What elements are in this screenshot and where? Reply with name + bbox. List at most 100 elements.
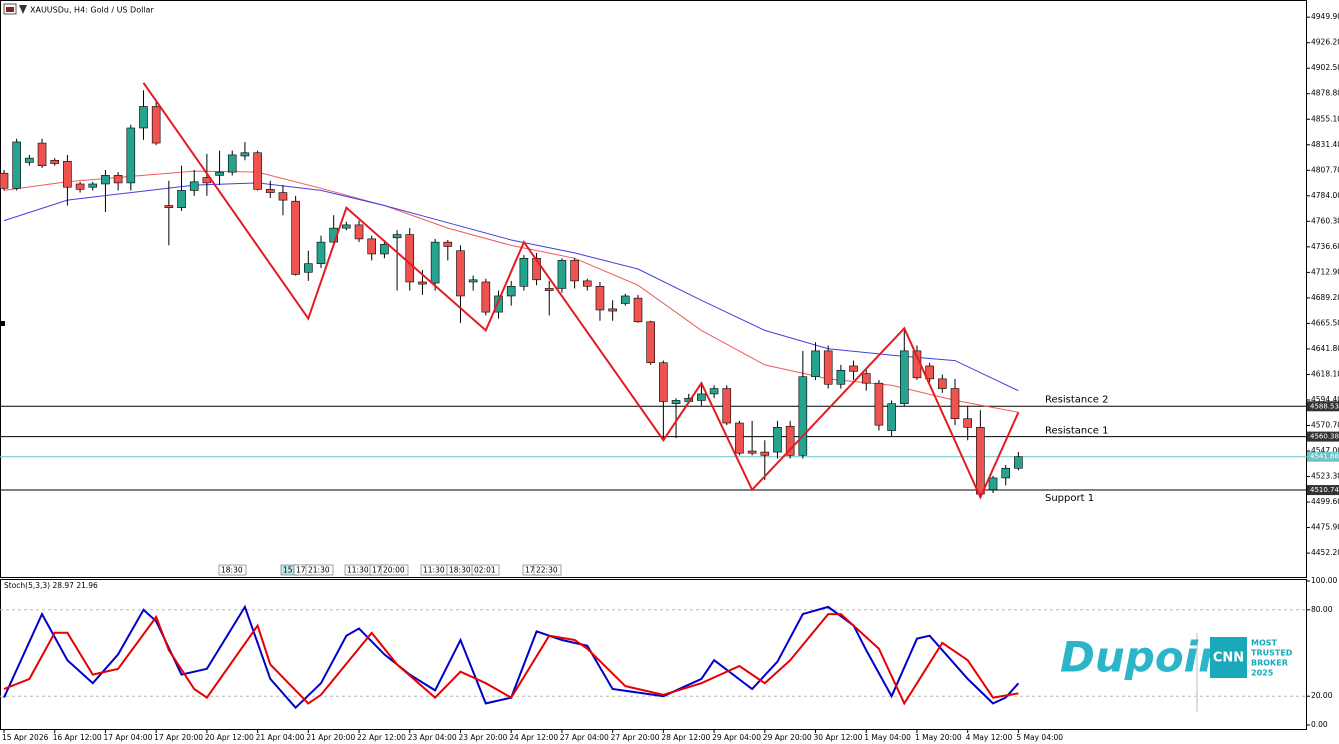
candle-body — [63, 161, 72, 188]
candle-body — [1001, 467, 1011, 479]
candle-body — [633, 297, 643, 323]
time-mark: 02:01 — [474, 566, 496, 575]
time-mark: 21:30 — [308, 566, 330, 575]
x-tick-label: 17 Apr 04:00 — [103, 733, 152, 742]
x-tick-label: 4 May 12:00 — [966, 733, 1013, 742]
candle-body — [899, 350, 909, 404]
chart-title: XAUUSDu, H4: Gold / US Dollar — [30, 6, 154, 15]
candle-body — [164, 205, 174, 208]
candle-body — [823, 350, 833, 385]
y-tick-label: 4831.40 — [1311, 140, 1339, 149]
current-price-label: 4541.68 — [1310, 453, 1339, 461]
y-tick-label: 20.00 — [1311, 691, 1333, 700]
y-tick-label: 4475.90 — [1311, 523, 1339, 532]
candle-body — [278, 192, 288, 201]
time-mark: 11:30 — [347, 566, 369, 575]
x-tick-label: 24 Apr 12:00 — [509, 733, 558, 742]
candle-body — [189, 181, 199, 191]
y-tick-label: 4570.70 — [1311, 420, 1339, 429]
candle-body — [177, 190, 186, 208]
y-tick-label: 4736.60 — [1311, 242, 1339, 251]
candle-body — [621, 295, 630, 304]
y-tick-label: 4618.10 — [1311, 369, 1339, 378]
candle-body — [671, 400, 681, 404]
candle-body — [861, 373, 871, 384]
candle-body — [37, 142, 47, 166]
y-tick-label: 4902.50 — [1311, 63, 1339, 72]
logo-text: 2025 — [1251, 669, 1274, 678]
candle-body — [506, 285, 516, 297]
y-tick-label: 4712.90 — [1311, 267, 1339, 276]
x-tick-label: 29 Apr 20:00 — [763, 733, 812, 742]
time-mark-box — [471, 564, 500, 576]
time-mark-box — [305, 564, 334, 576]
candle-body — [151, 106, 161, 144]
candle-body — [253, 152, 262, 190]
candle-body — [785, 425, 795, 456]
level-name: Resistance 1 — [1045, 426, 1108, 437]
time-mark: 11:30 — [423, 566, 445, 575]
x-tick-label: 27 Apr 04:00 — [560, 733, 609, 742]
time-mark-box — [533, 564, 562, 576]
time-mark: 22:30 — [536, 566, 558, 575]
x-tick-label: 15 Apr 2026 — [2, 733, 49, 742]
candle-body — [354, 224, 364, 240]
candle-body — [405, 234, 415, 283]
x-tick-label: 16 Apr 12:00 — [53, 733, 102, 742]
candle-body — [988, 477, 998, 491]
candle-body — [50, 159, 60, 164]
candle-body — [773, 427, 782, 453]
candle-body — [544, 288, 554, 291]
candle-body — [392, 234, 402, 239]
x-tick-label: 1 May 04:00 — [864, 733, 911, 742]
candle-body — [1014, 456, 1023, 469]
y-tick-label: 4547.00 — [1311, 446, 1339, 455]
candle-body — [430, 241, 440, 284]
x-tick-label: 30 Apr 12:00 — [814, 733, 863, 742]
y-tick-label: 4878.80 — [1311, 89, 1339, 98]
candle-body — [101, 175, 110, 185]
x-tick-label: 17 Apr 20:00 — [154, 733, 203, 742]
candle-body — [570, 260, 579, 282]
indicator-title: Stoch(5,3,3) 28.97 21.96 — [4, 581, 98, 590]
candle-body — [646, 321, 655, 364]
x-tick-label: 21 Apr 20:00 — [306, 733, 355, 742]
candle-body — [240, 152, 250, 157]
moving-average — [3, 182, 1019, 392]
candle-body — [519, 257, 529, 287]
candle-body — [709, 388, 719, 395]
level-label: 4560.38 — [1310, 433, 1339, 441]
candle-body — [316, 241, 326, 264]
candle-body — [367, 238, 377, 255]
candle-body — [798, 376, 808, 456]
candle-body — [849, 365, 858, 372]
candle-body — [113, 175, 123, 184]
x-tick-label: 22 Apr 12:00 — [357, 733, 406, 742]
candle-body — [380, 243, 389, 255]
x-tick-label: 5 May 04:00 — [1016, 733, 1063, 742]
stochastic-panel — [0, 579, 1307, 730]
candle-body — [265, 189, 275, 193]
y-tick-label: 4594.40 — [1311, 395, 1339, 404]
candle-body — [227, 154, 237, 173]
candle-body — [760, 451, 770, 456]
time-mark: 20:00 — [383, 566, 405, 575]
level-box — [1307, 401, 1339, 412]
candle-body — [735, 422, 744, 454]
y-tick-label: 4807.70 — [1311, 165, 1339, 174]
candle-body — [722, 388, 732, 424]
y-tick-label: 4689.20 — [1311, 293, 1339, 302]
y-tick-label: 4452.20 — [1311, 548, 1339, 557]
candle-body — [456, 250, 465, 297]
candle-body — [532, 257, 541, 281]
y-tick-label: 4641.80 — [1311, 344, 1339, 353]
time-mark: 17: — [525, 566, 537, 575]
time-mark: 17: — [372, 566, 384, 575]
symbol-icons — [3, 3, 27, 15]
candle-body — [836, 369, 846, 385]
stoch-d — [3, 613, 1019, 706]
candle-body — [481, 281, 491, 313]
time-mark: 18:30 — [449, 566, 471, 575]
main-panel — [0, 0, 1307, 578]
